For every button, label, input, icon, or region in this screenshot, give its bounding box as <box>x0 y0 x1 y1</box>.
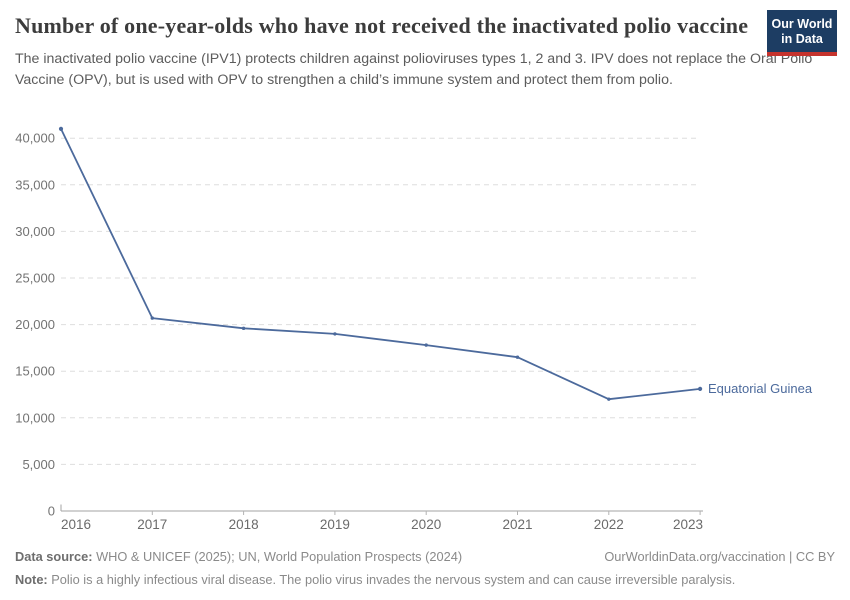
y-tick-label: 10,000 <box>15 410 55 425</box>
y-tick-label: 15,000 <box>15 364 55 379</box>
x-tick-label: 2018 <box>229 517 259 532</box>
y-tick-label: 30,000 <box>15 224 55 239</box>
data-point[interactable] <box>515 355 520 359</box>
footer: Data source: WHO & UNICEF (2025); UN, Wo… <box>15 548 835 588</box>
data-point[interactable] <box>58 126 64 131</box>
chart-title: Number of one-year-olds who have not rec… <box>15 13 749 38</box>
owid-license-link[interactable]: OurWorldinData.org/vaccination | CC BY <box>604 549 835 565</box>
note-label: Note: <box>15 571 48 587</box>
x-tick-label: 2020 <box>411 517 441 532</box>
series-label-equatorial-guinea[interactable]: Equatorial Guinea <box>708 381 813 396</box>
data-point[interactable] <box>150 316 154 320</box>
y-tick-label: 20,000 <box>15 317 55 332</box>
chart-subtitle: The inactivated polio vaccine (IPV1) pro… <box>15 51 813 88</box>
y-tick-label: 0 <box>48 504 55 519</box>
y-tick-label: 5,000 <box>22 457 55 472</box>
owid-logo-line2: in Data <box>781 31 823 46</box>
data-point[interactable] <box>424 343 428 347</box>
data-source-line: Data source: WHO & UNICEF (2025); UN, Wo… <box>15 548 462 565</box>
series-line[interactable] <box>60 128 701 401</box>
data-point[interactable] <box>698 386 703 392</box>
owid-logo-line1: Our World <box>771 17 833 31</box>
data-point[interactable] <box>333 332 337 336</box>
y-tick-label: 40,000 <box>15 131 55 146</box>
x-tick-label: 2022 <box>594 517 624 532</box>
note-text: Polio is a highly infectious viral disea… <box>47 571 736 587</box>
y-tick-label: 35,000 <box>15 177 55 192</box>
x-tick-label: 2021 <box>502 517 532 532</box>
data-point[interactable] <box>241 326 246 331</box>
chart-header: Number of one-year-olds who have not rec… <box>15 12 835 90</box>
data-source-label: Data source: <box>15 549 93 565</box>
note-line: Note: Polio is a highly infectious viral… <box>15 571 835 588</box>
x-tick-label: 2017 <box>137 517 167 532</box>
x-tick-label: 2016 <box>61 517 91 532</box>
x-tick-label: 2023 <box>673 517 703 532</box>
owid-logo[interactable]: Our World in Data <box>767 10 837 56</box>
data-point[interactable] <box>607 397 611 401</box>
x-tick-label: 2019 <box>320 517 350 532</box>
y-tick-label: 25,000 <box>15 271 55 286</box>
data-source-text: WHO & UNICEF (2025); UN, World Populatio… <box>92 549 463 565</box>
